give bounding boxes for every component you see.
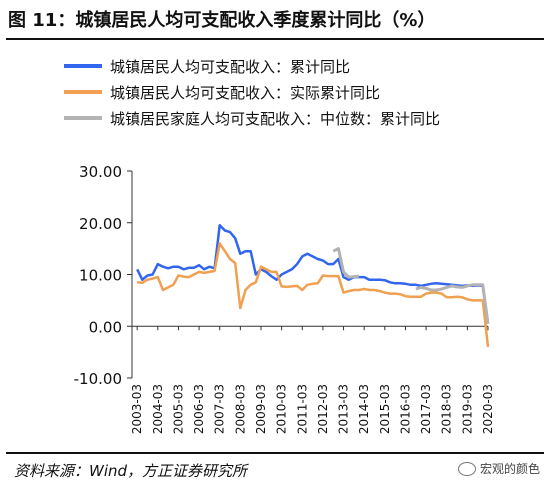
series-line-2-a: [332, 247, 360, 279]
chart-svg: 城镇居民人均可支配收入：累计同比城镇居民人均可支配收入：实际累计同比城镇居民家庭…: [64, 58, 495, 434]
watermark-text: 宏观的颜色: [479, 462, 540, 476]
x-tick-label-12: 2015-03: [378, 384, 392, 434]
legend-label-1: 城镇居民人均可支配收入：实际累计同比: [110, 84, 380, 102]
x-axis: 2003-03 2004-03 2005-03 2006-03 2007-03 2008-…: [130, 325, 495, 434]
x-tick-label-17: 2020-03: [481, 384, 495, 434]
x-tick-label-6: 2009-03: [254, 384, 268, 434]
x-tick-label-13: 2016-03: [398, 384, 412, 434]
y-axis: -10.00 0.00 10.00 20.00 30.00: [74, 163, 133, 388]
legend: 城镇居民人均可支配收入：累计同比城镇居民人均可支配收入：实际累计同比城镇居民家庭…: [64, 58, 440, 128]
legend-label-2: 城镇居民家庭人均可支配收入：中位数：累计同比: [110, 110, 440, 128]
x-tick-label-7: 2010-03: [275, 384, 289, 434]
series-layer: [136, 224, 490, 348]
wechat-icon: [457, 461, 476, 476]
series-line-2-b: [415, 283, 490, 324]
x-tick-label-9: 2012-03: [316, 384, 330, 434]
x-tick-label-3: 2006-03: [192, 384, 206, 434]
title-rule: [6, 38, 544, 40]
x-tick-label-8: 2011-03: [295, 384, 309, 434]
x-tick-label-4: 2007-03: [213, 384, 227, 434]
y-tick-label-2: 10.00: [79, 267, 122, 285]
x-tick-label-2: 2005-03: [171, 384, 185, 434]
x-tick-label-0: 2003-03: [130, 384, 144, 434]
y-tick-label-3: 20.00: [79, 215, 122, 233]
y-tick-label-4: 30.00: [79, 163, 122, 181]
legend-label-0: 城镇居民人均可支配收入：累计同比: [110, 58, 350, 76]
x-tick-label-16: 2019-03: [460, 384, 474, 434]
x-tick-label-14: 2017-03: [419, 384, 433, 434]
watermark: 宏观的颜色: [457, 460, 540, 477]
x-tick-label-15: 2018-03: [440, 384, 454, 434]
footer-rule: [6, 452, 544, 454]
x-tick-label-10: 2013-03: [337, 384, 351, 434]
series-line-0: [136, 224, 490, 324]
source-note: 资料来源：Wind，方正证券研究所: [14, 462, 248, 480]
y-tick-label-1: 0.00: [89, 318, 122, 336]
x-tick-label-11: 2014-03: [357, 384, 371, 434]
x-tick-label-1: 2004-03: [151, 384, 165, 434]
series-line-1: [137, 242, 490, 348]
chart-title: 图 11：城镇居民人均可支配收入季度累计同比（%）: [8, 10, 436, 31]
y-tick-label-0: -10.00: [74, 370, 122, 388]
x-tick-label-5: 2008-03: [233, 384, 247, 434]
